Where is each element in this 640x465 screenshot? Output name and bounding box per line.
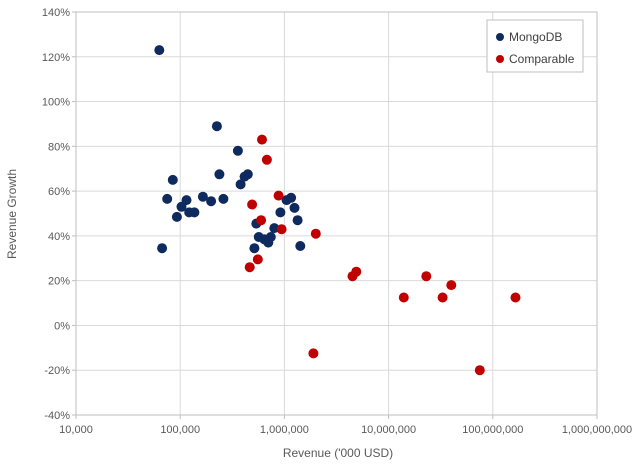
point-mongodb: [235, 179, 246, 190]
point-comparable: [310, 228, 321, 239]
y-tick-label: 60%: [48, 186, 70, 198]
point-mongodb: [292, 215, 303, 226]
point-comparable: [421, 271, 432, 282]
point-comparable: [398, 292, 409, 303]
point-mongodb: [171, 211, 182, 222]
point-mongodb: [154, 45, 165, 56]
point-comparable: [437, 292, 448, 303]
legend-marker-mongodb: [496, 33, 504, 41]
point-mongodb: [269, 223, 280, 234]
point-mongodb: [214, 169, 225, 180]
point-mongodb: [275, 207, 286, 218]
point-mongodb: [249, 243, 260, 254]
point-mongodb: [289, 202, 300, 213]
x-tick-label: 100,000,000: [462, 424, 523, 436]
point-mongodb: [232, 145, 243, 156]
point-comparable: [276, 224, 287, 235]
point-comparable: [351, 266, 362, 277]
legend-box: [486, 19, 584, 73]
data-points: [154, 45, 521, 376]
point-mongodb: [157, 243, 168, 254]
x-tick-label: 10,000: [59, 424, 93, 436]
y-tick-label: 140%: [42, 7, 70, 19]
y-tick-label: -20%: [44, 365, 70, 377]
point-comparable: [446, 280, 457, 291]
point-mongodb: [242, 169, 253, 180]
y-tick-label: 40%: [48, 231, 70, 243]
point-comparable: [308, 348, 319, 359]
point-comparable: [256, 215, 267, 226]
point-comparable: [273, 190, 284, 201]
y-axis-title: Revenue Growth: [5, 169, 19, 259]
point-comparable: [510, 292, 521, 303]
y-tick-label: 0%: [54, 320, 70, 332]
y-tick-label: -40%: [44, 410, 70, 422]
legend-label-comparable: Comparable: [509, 52, 575, 66]
y-tick-label: 100%: [42, 97, 70, 109]
point-mongodb: [167, 174, 178, 185]
x-axis: 10,000 100,000 1,000,000 10,000,000 100,000,…: [59, 415, 632, 436]
point-comparable: [244, 262, 255, 273]
point-mongodb: [265, 232, 276, 242]
point-mongodb: [218, 193, 229, 204]
point-mongodb: [211, 121, 222, 132]
point-comparable: [474, 365, 485, 376]
x-tick-label: 10,000,000: [361, 424, 416, 436]
y-tick-label: 80%: [48, 141, 70, 153]
legend-label-mongodb: MongoDB: [509, 30, 562, 44]
point-comparable: [257, 134, 267, 145]
y-tick-label: 20%: [48, 276, 70, 288]
point-mongodb: [181, 195, 192, 206]
plot-area: [75, 11, 598, 416]
x-tick-label: 1,000,000,000: [562, 424, 632, 436]
x-axis-title: Revenue ('000 USD): [283, 446, 393, 460]
point-comparable: [252, 254, 263, 265]
y-axis: -40% -20% 0% 20% 40% 60% 80% 100% 120% 140%: [42, 7, 76, 422]
x-tick-label: 1,000,000: [260, 424, 309, 436]
point-mongodb: [189, 207, 200, 218]
point-mongodb: [206, 196, 217, 207]
y-tick-label: 120%: [42, 52, 70, 64]
point-mongodb: [286, 192, 297, 203]
x-tick-label: 100,000: [160, 424, 200, 436]
point-comparable: [261, 154, 272, 165]
point-comparable: [247, 199, 258, 210]
legend: MongoDB Comparable: [486, 19, 584, 73]
legend-marker-comparable: [496, 55, 504, 63]
point-mongodb: [197, 191, 208, 202]
point-mongodb: [295, 241, 306, 251]
point-mongodb: [162, 193, 173, 204]
